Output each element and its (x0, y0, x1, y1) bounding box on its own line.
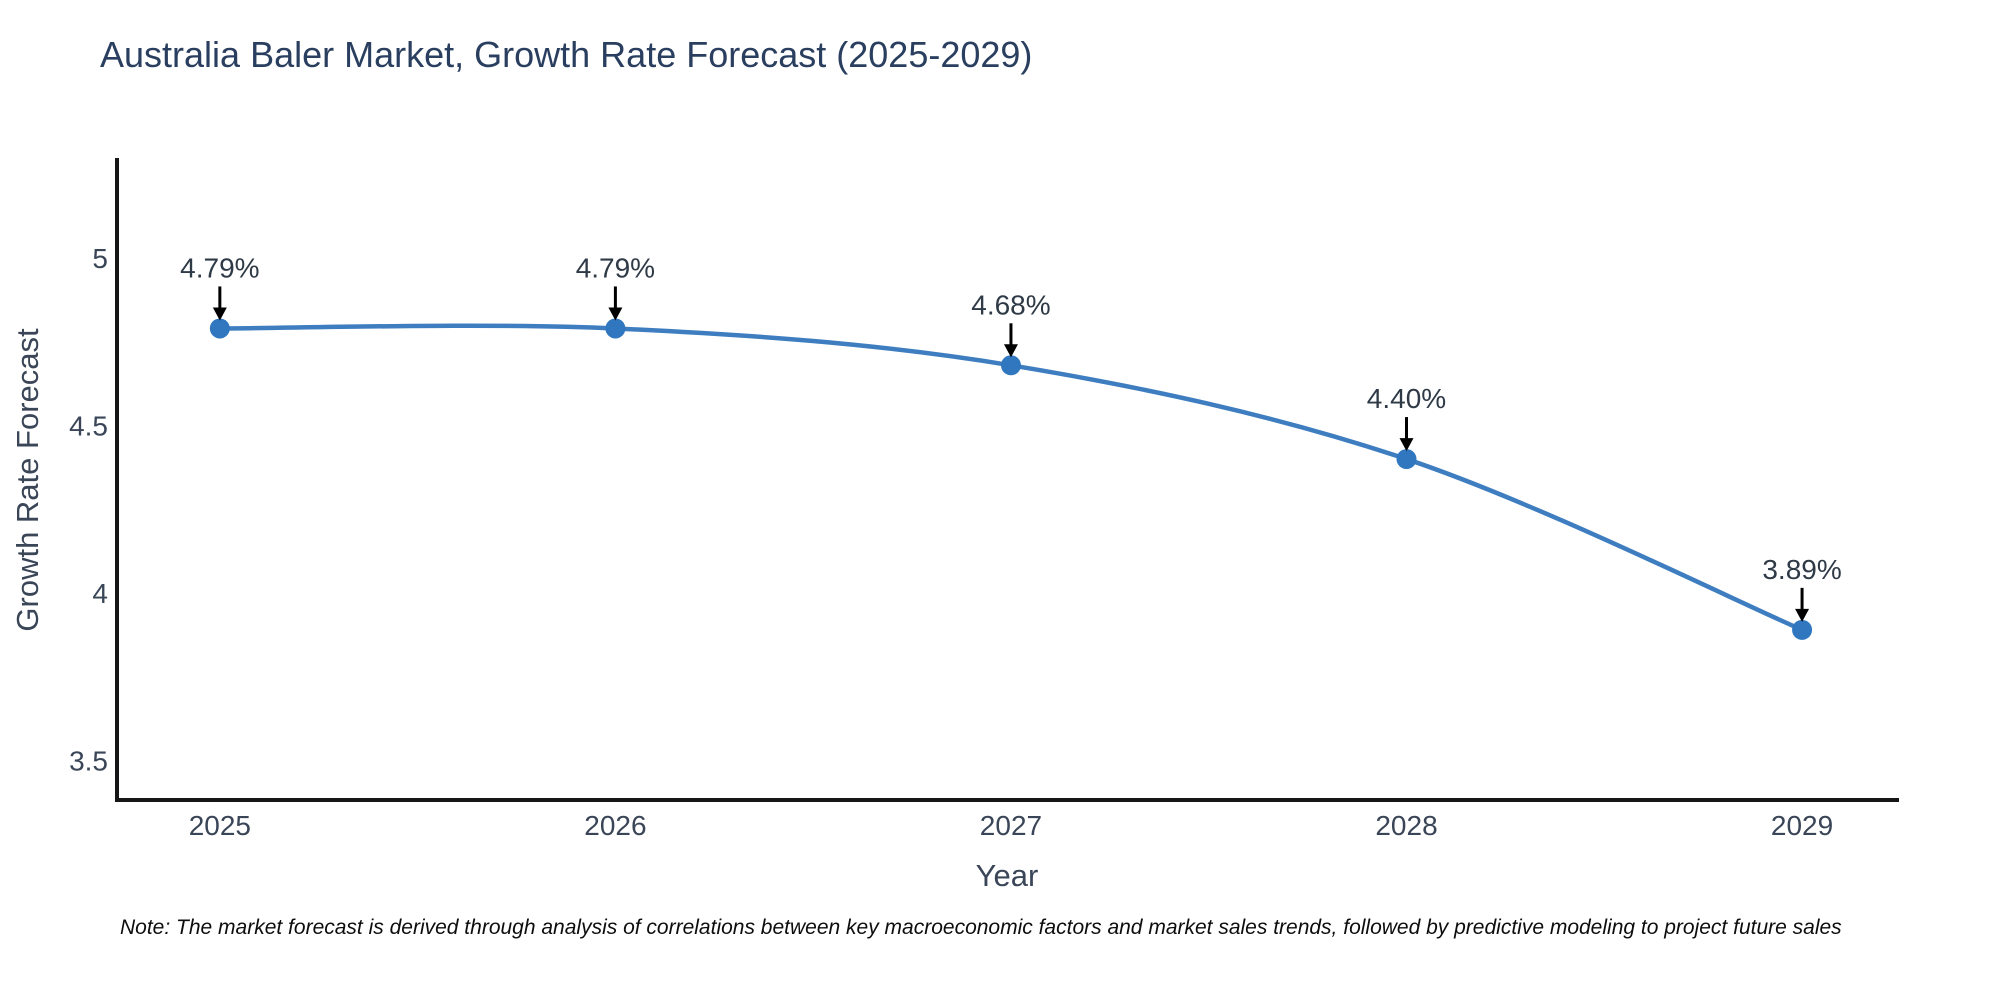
x-axis-title: Year (975, 858, 1039, 893)
data-point-marker (1000, 355, 1021, 376)
data-point-marker (209, 318, 230, 339)
x-tick-label: 2029 (1771, 810, 1833, 841)
chart-title: Australia Baler Market, Growth Rate Fore… (100, 34, 1033, 75)
annotation-arrow-head (1795, 608, 1810, 622)
annotation-arrow-head (1399, 438, 1414, 452)
y-tick-label: 3.5 (69, 745, 108, 776)
data-point-marker (605, 318, 626, 339)
x-tick-label: 2028 (1375, 810, 1437, 841)
annotation-arrow-head (1003, 344, 1018, 358)
annotation-arrow-head (212, 307, 227, 321)
data-point-marker (1396, 449, 1417, 470)
x-tick-label: 2025 (189, 810, 251, 841)
x-tick-label: 2026 (584, 810, 646, 841)
data-point-marker (1792, 619, 1813, 640)
data-point-label: 4.68% (971, 289, 1050, 320)
y-tick-label: 5 (92, 243, 108, 274)
data-point-label: 3.89% (1762, 554, 1841, 585)
y-tick-label: 4.5 (69, 410, 108, 441)
y-tick-label: 4 (92, 578, 108, 609)
data-point-label: 4.79% (180, 252, 259, 283)
x-tick-label: 2027 (980, 810, 1042, 841)
y-axis-title: Growth Rate Forecast (10, 328, 45, 632)
data-point-label: 4.79% (576, 252, 655, 283)
axis-spines (115, 158, 1899, 802)
footnote: Note: The market forecast is derived thr… (120, 916, 1842, 939)
data-point-label: 4.40% (1367, 383, 1446, 414)
annotation-arrow-head (608, 307, 623, 321)
